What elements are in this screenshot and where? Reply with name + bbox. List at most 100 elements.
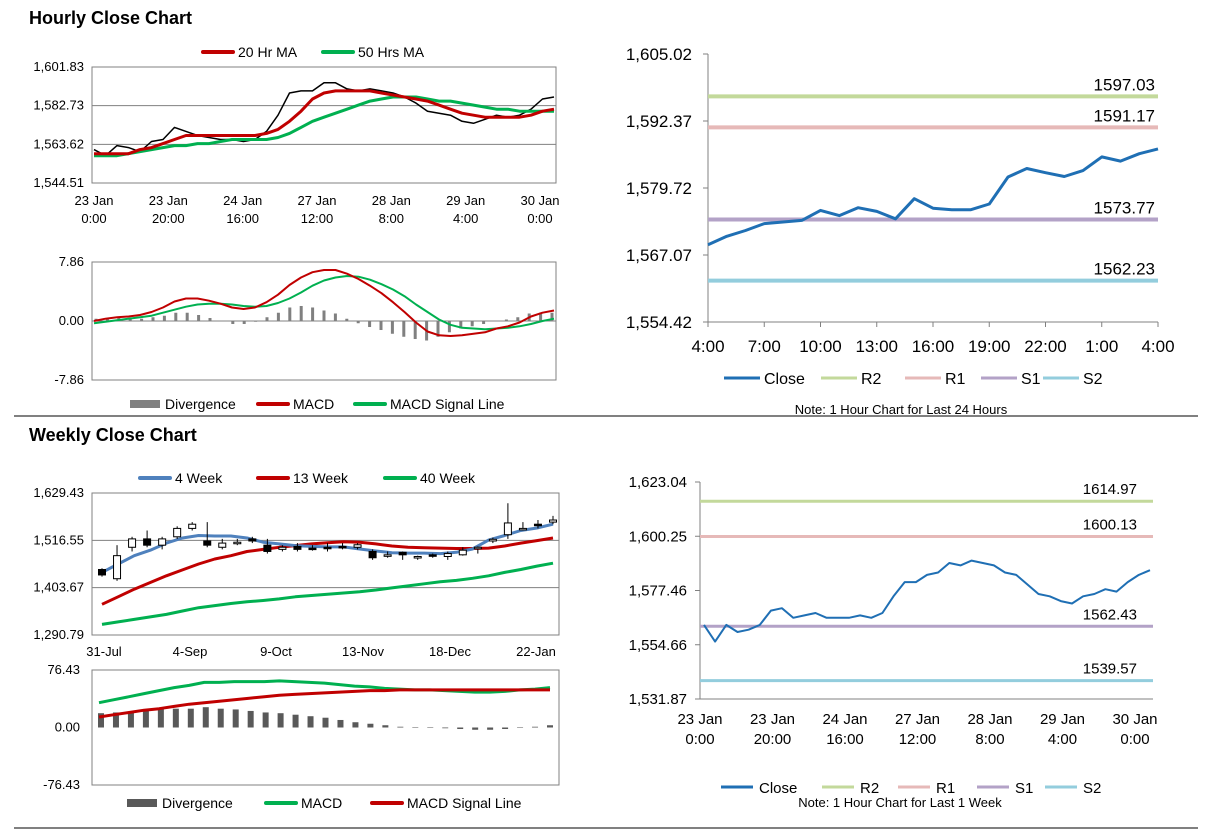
weekly-divergence-bar [157, 709, 164, 728]
legend-20hr-ma-label: 20 Hr MA [238, 44, 298, 60]
weekly-divergence-bar [457, 727, 464, 730]
weekly1w-ytick: 1,554.66 [629, 637, 687, 654]
weekly-candle-body [443, 553, 452, 557]
legend-hourly24-s2-label: S2 [1083, 371, 1103, 388]
hourly24-close-line [707, 147, 1159, 247]
hourly-macd-ytick: -7.86 [54, 372, 84, 387]
weekly-candle-body [203, 540, 212, 546]
weekly1w-xtick-date: 24 Jan [822, 711, 867, 728]
hourly-macd-ytick: 7.86 [59, 254, 84, 269]
hourly-divergence-bar [493, 321, 497, 322]
weekly-divergence-bar [98, 713, 104, 728]
weekly-candle-body [549, 519, 557, 523]
weekly-price-xtick: 22-Jan [516, 644, 556, 659]
weekly1w-r2-level-label: 1614.97 [1083, 481, 1137, 498]
hourly-divergence-bar [219, 321, 223, 322]
weekly-candle-body [323, 546, 332, 550]
hourly-divergence-bar [254, 321, 258, 322]
hourly-divergence-bar [550, 312, 554, 321]
legend-weekly1w-s1-label: S1 [1015, 780, 1033, 797]
hourly-macd-ytick: 0.00 [59, 313, 84, 328]
hourly24-xtick: 16:00 [912, 337, 955, 356]
weekly-candle-body [113, 555, 122, 580]
legend-hourly24-close-label: Close [764, 371, 805, 388]
weekly1w-xtick-date: 28 Jan [967, 711, 1012, 728]
weekly-candle-body [488, 538, 497, 542]
hourly-price-xtick-time: 8:00 [379, 211, 404, 226]
weekly-candle-body [338, 545, 347, 549]
hourly-divergence-bar [128, 318, 132, 321]
weekly-macd-ytick: 76.43 [47, 662, 80, 677]
weekly-macd-plot-frame [91, 669, 560, 786]
weekly1w-xtick-date: 27 Jan [895, 711, 940, 728]
hourly-price-plot-frame [91, 66, 557, 184]
legend-hourly-macd-label: MACD [293, 396, 334, 412]
weekly-macd-ytick: -76.43 [43, 777, 80, 792]
hourly-divergence-bar [288, 307, 292, 321]
legend-weekly1w-close-label: Close [759, 780, 797, 797]
weekly1w-xtick-time: 16:00 [826, 731, 864, 748]
hourly-divergence-bar [516, 317, 520, 321]
legend-weekly1w-r1-label: R1 [936, 780, 955, 797]
weekly1w-s2-level-label: 1539.57 [1083, 661, 1137, 678]
hourly-divergence-bar [379, 321, 383, 331]
hourly24-note: Note: 1 Hour Chart for Last 24 Hours [795, 402, 1008, 417]
weekly-candle-body [383, 554, 392, 557]
weekly-price-xtick: 9-Oct [260, 644, 292, 659]
weekly-candle-body [293, 545, 302, 550]
weekly1w-xtick-time: 0:00 [685, 731, 714, 748]
hourly-divergence-bar [162, 315, 166, 321]
weekly-40wk-ma-line [101, 561, 554, 626]
hourly-divergence-bar [322, 310, 326, 321]
weekly-price-xtick: 4-Sep [173, 644, 208, 659]
weekly-candle-body [218, 542, 227, 548]
weekly-price-xtick: 31-Jul [86, 644, 122, 659]
hourly-divergence-bar [299, 305, 303, 321]
weekly-divergence-bar [307, 716, 314, 728]
hourly24-ytick: 1,579.72 [626, 179, 692, 198]
weekly1w-xtick-time: 0:00 [1120, 731, 1149, 748]
hourly24-xtick: 13:00 [855, 337, 898, 356]
legend-50hr-ma-label: 50 Hrs MA [358, 44, 425, 60]
weekly-candle-body [98, 568, 106, 576]
hourly-divergence-bar [140, 318, 144, 321]
weekly-candle-body [458, 549, 467, 556]
hourly-divergence-bar [333, 313, 337, 321]
hourly24-xtick: 19:00 [968, 337, 1011, 356]
hourly-price-xtick-time: 12:00 [301, 211, 334, 226]
hourly-price-ytick: 1,563.62 [33, 136, 84, 151]
weekly-candle-body [263, 544, 272, 552]
hourly-price-xtick-time: 4:00 [453, 211, 478, 226]
legend-weekly-macd-label: MACD [301, 795, 342, 811]
weekly-candle-body [518, 527, 527, 531]
weekly-candle-body [473, 546, 482, 550]
weekly-divergence-bar [247, 710, 254, 728]
weekly-section-title: Weekly Close Chart [29, 425, 197, 445]
weekly1w-xtick-date: 23 Jan [677, 711, 722, 728]
hourly-divergence-bar [390, 321, 394, 334]
weekly-divergence-bar [547, 725, 553, 728]
hourly-divergence-bar [402, 321, 406, 337]
weekly-price-xtick: 18-Dec [429, 644, 471, 659]
weekly1w-s1-level-label: 1562.43 [1083, 606, 1137, 623]
legend-weekly-divergence-label: Divergence [162, 795, 233, 811]
hourly-section-title: Hourly Close Chart [29, 8, 193, 28]
hourly-macd-line [93, 269, 555, 337]
hourly-price-xtick-date: 29 Jan [446, 193, 485, 208]
hourly-divergence-bar [459, 321, 463, 329]
weekly1w-ytick: 1,577.46 [629, 583, 687, 600]
legend-hourly24-r1-label: R1 [945, 371, 966, 388]
hourly-divergence-bar [105, 317, 109, 321]
weekly-price-ytick: 1,516.55 [33, 532, 84, 547]
weekly-price-ytick: 1,629.43 [33, 485, 84, 500]
weekly1w-close-line [703, 559, 1151, 643]
weekly-candle-body [278, 546, 287, 550]
legend-hourly24-s1-label: S1 [1021, 371, 1041, 388]
legend-hourly24-r2-label: R2 [861, 371, 882, 388]
hourly-divergence-bar [208, 317, 212, 321]
weekly-candle-body [503, 522, 512, 536]
weekly-divergence-bar [322, 717, 329, 728]
hourly-price-ytick: 1,544.51 [33, 175, 84, 190]
weekly-divergence-bar [292, 714, 299, 728]
